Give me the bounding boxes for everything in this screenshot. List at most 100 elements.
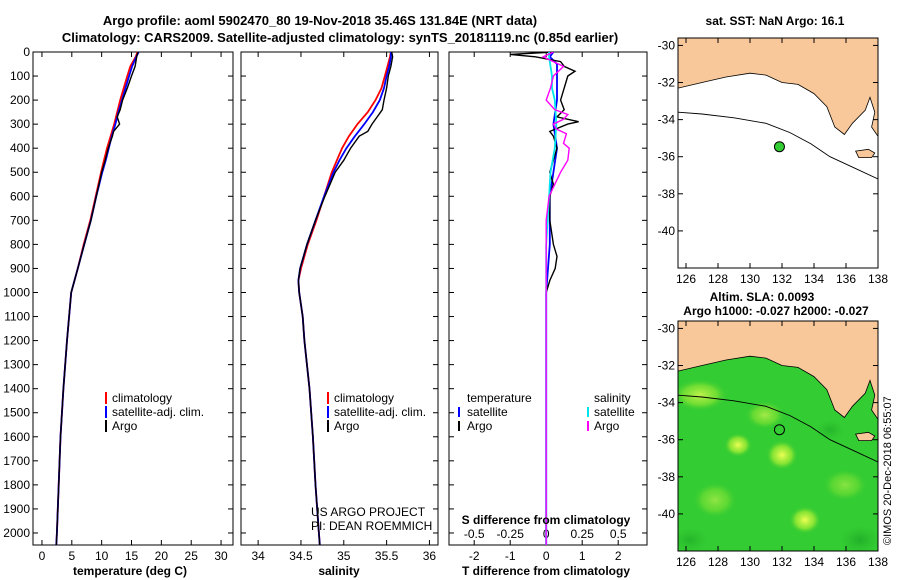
map-y-tick-label: -40 (658, 507, 676, 521)
temperature-legend: climatology satellite-adj. clim. Argo (105, 391, 204, 433)
x-tick-label: -1 (505, 549, 516, 563)
map-x-tick-label: 132 (772, 555, 792, 569)
depth-tick-label: 0 (23, 45, 30, 59)
s-tick-label: 0.25 (571, 527, 595, 541)
legend-label-t-satellite: satellite (467, 405, 508, 419)
s-tick-label: 0.5 (610, 527, 627, 541)
map-x-tick-label: 136 (836, 555, 856, 569)
depth-tick-label: 1300 (3, 358, 30, 372)
x-tick-label: 2 (615, 549, 622, 563)
depth-tick-label: 1400 (3, 382, 30, 396)
copyright-stamp: ©IMOS 20-Dec-2018 06:55:07 (882, 396, 894, 545)
map-x-tick-label: 138 (868, 555, 888, 569)
sst-map-land (678, 38, 878, 138)
map-x-tick-label: 134 (804, 272, 824, 286)
depth-tick-label: 1200 (3, 334, 30, 348)
temperature-panel: 0100200300400500600700800900100011001200… (3, 45, 234, 578)
salinity-depth-ticks (241, 51, 438, 534)
map-x-tick-label: 126 (676, 555, 696, 569)
depth-tick-label: 1100 (4, 310, 30, 324)
legend-label-argo: Argo (112, 419, 138, 433)
map-y-tick-label: -38 (658, 470, 676, 484)
difference-panel: -2 -1 0 1 2 -0.5 -0.25 0 0.25 0.5 T difference f… (448, 51, 648, 578)
map-x-tick-label: 134 (804, 555, 824, 569)
depth-tick-label: 1900 (3, 502, 30, 516)
difference-depth-ticks (449, 51, 647, 534)
map-y-tick-label: -30 (658, 321, 676, 335)
depth-tick-label: 1600 (3, 430, 30, 444)
map-x-tick-label: 136 (836, 272, 856, 286)
x-tick-label: 15 (125, 549, 139, 563)
map-x-tick-label: 128 (708, 555, 728, 569)
depth-tick-label: 1700 (3, 454, 30, 468)
sla-map-land (678, 321, 878, 421)
sla-map-float-marker (773, 424, 785, 436)
x-tick-label: 35 (337, 549, 351, 563)
sst-map: sat. SST: NaN Argo: 16.1 126 128 130 132 134… (658, 14, 889, 286)
depth-tick-label: 900 (10, 261, 30, 275)
difference-plot-frame (448, 51, 648, 546)
depth-tick-label: 1000 (3, 285, 30, 299)
legend-label-satellite: satellite-adj. clim. (334, 405, 426, 419)
x-tick-label: 5 (68, 549, 75, 563)
difference-series (510, 52, 579, 545)
s-tick-label: -0.5 (464, 527, 485, 541)
salinity-xlabel: salinity (318, 564, 360, 578)
map-y-tick-label: -32 (658, 359, 676, 373)
x-tick-label: 30 (214, 549, 228, 563)
map-x-tick-label: 128 (708, 272, 728, 286)
x-tick-label: 20 (155, 549, 169, 563)
depth-tick-label: 1500 (3, 406, 30, 420)
legend-heading-temperature: temperature (467, 391, 532, 405)
difference-legend: temperature satellite Argo salinity sate… (458, 391, 635, 433)
x-tick-label: 35.5 (375, 549, 399, 563)
temperature-depth-axis: 0 100 200 300 400 500 600 700 800 900 1000 1100 1200… (3, 45, 233, 540)
sla-map-isobath (678, 394, 878, 463)
salinity-series (297, 52, 394, 545)
x-tick-label: 0 (39, 549, 46, 563)
salinity-panel: 34 34.5 35 35.5 36 salinity climatology sate… (240, 51, 439, 578)
map-y-tick-label: -34 (658, 396, 676, 410)
map-y-tick-label: -32 (658, 76, 676, 90)
map-x-tick-label: 138 (868, 272, 888, 286)
depth-tick-label: 800 (10, 237, 30, 251)
difference-xlabel: T difference from climatology (462, 564, 630, 578)
sla-map-frame (677, 320, 879, 552)
sst-map-title: sat. SST: NaN Argo: 16.1 (706, 14, 845, 28)
figure-title-line1: Argo profile: aoml 5902470_80 19-Nov-201… (103, 13, 537, 28)
legend-heading-salinity: salinity (594, 391, 631, 405)
credit-project: US ARGO PROJECT (311, 505, 426, 519)
sla-map-island (854, 431, 876, 442)
x-tick-label: 36 (423, 549, 437, 563)
map-x-tick-label: 132 (772, 272, 792, 286)
legend-label-climatology: climatology (112, 391, 172, 405)
legend-label-satellite: satellite-adj. clim. (112, 405, 204, 419)
sla-map: Altim. SLA: 0.0093 Argo h1000: -0.027 h2… (658, 290, 889, 569)
difference-t-axis: -2 -1 0 1 2 (469, 52, 622, 563)
sst-map-frame (677, 37, 879, 269)
salinity-plot-frame (240, 51, 439, 546)
temperature-plot-frame (32, 51, 234, 546)
figure-title-line2: Climatology: CARS2009. Satellite-adjuste… (62, 30, 618, 45)
credit-pi: PI: DEAN ROEMMICH (311, 519, 432, 533)
difference-xlabel-top: S difference from climatology (462, 513, 631, 527)
sla-map-axes: 126 128 130 132 134 136 138 -30 -32 -34 -36 -38 -40 (658, 321, 888, 569)
sla-map-title: Altim. SLA: 0.0093 (710, 290, 815, 304)
temperature-xlabel: temperature (deg C) (73, 564, 187, 578)
x-tick-label: 1 (579, 549, 586, 563)
map-y-tick-label: -38 (658, 187, 676, 201)
x-tick-label: 34 (251, 549, 265, 563)
series-line-argo (55, 52, 139, 545)
depth-tick-label: 700 (10, 213, 30, 227)
salinity-x-axis: 34 34.5 35 35.5 36 (251, 52, 436, 563)
map-y-tick-label: -30 (658, 38, 676, 52)
legend-label-t-argo: Argo (467, 419, 493, 433)
depth-tick-label: 1800 (3, 478, 30, 492)
s-tick-label: -0.25 (497, 527, 525, 541)
salinity-legend: climatology satellite-adj. clim. Argo (327, 391, 426, 433)
map-x-tick-label: 130 (740, 555, 760, 569)
temperature-series (55, 52, 140, 545)
x-tick-label: -2 (469, 549, 480, 563)
sst-map-island (854, 148, 876, 159)
